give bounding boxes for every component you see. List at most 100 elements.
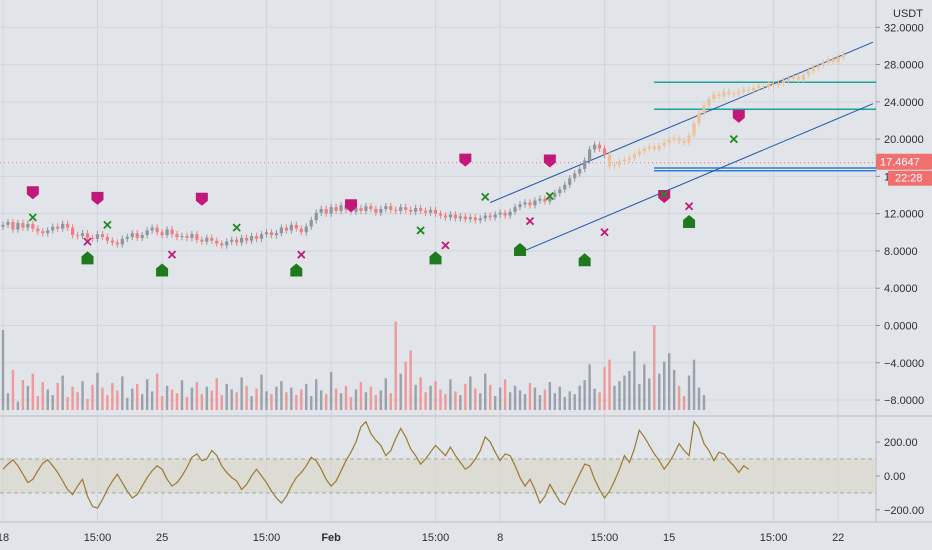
buy-flag-icon — [81, 251, 94, 265]
volume-bar — [255, 388, 258, 410]
volume-bar — [225, 383, 228, 410]
candle-body — [826, 58, 830, 63]
volume-bar — [11, 369, 15, 410]
candle-body — [215, 240, 219, 244]
trend-channel[interactable] — [490, 41, 874, 256]
candle-body — [264, 232, 269, 235]
volume-bar — [180, 380, 184, 410]
volume-bar — [51, 395, 54, 410]
sell-flag-icon — [195, 192, 208, 206]
candle-body — [334, 207, 338, 211]
volume-bar — [528, 382, 532, 410]
volume-histogram — [1, 321, 706, 410]
candle-body — [95, 234, 100, 239]
volume-bar — [558, 386, 561, 410]
volume-bar — [205, 386, 209, 410]
volume-bar — [220, 395, 223, 410]
volume-bar — [290, 387, 293, 410]
candle-body — [816, 65, 820, 68]
volume-bar — [523, 394, 527, 410]
volume-bar — [116, 390, 119, 410]
candle-body — [90, 237, 95, 239]
candle-body — [483, 215, 487, 219]
candle-body — [622, 159, 627, 162]
volume-bar — [593, 388, 596, 410]
candle-body — [786, 78, 791, 81]
volume-bar — [434, 381, 437, 410]
volume-bar — [623, 375, 626, 410]
volume-bar — [86, 398, 89, 410]
volume-bar — [185, 396, 189, 410]
candle-body — [637, 151, 641, 155]
candle-body — [707, 99, 711, 106]
candle-body — [31, 223, 35, 229]
candle-body — [299, 228, 303, 233]
buy-flag-icon — [429, 251, 442, 265]
sell-flag-icon — [543, 154, 556, 168]
candle-body — [583, 160, 587, 169]
candle-body — [558, 189, 562, 194]
currency-label: USDT — [893, 8, 923, 20]
candle-body — [414, 208, 418, 212]
candle-body — [210, 237, 214, 241]
time-tick-label: 15:00 — [84, 532, 112, 544]
signal-markers — [26, 109, 745, 277]
volume-bar — [474, 388, 477, 410]
candle-body — [423, 210, 428, 213]
sell-flag-icon — [91, 191, 104, 205]
candle-body — [662, 142, 666, 146]
candle-body — [419, 208, 423, 211]
candle-body — [384, 206, 388, 209]
price-axis[interactable]: USDT 32.000028.000024.000020.000016.0000… — [876, 8, 924, 407]
countdown-tag-bg — [888, 170, 932, 186]
candle-body — [274, 233, 279, 236]
candle-body — [702, 105, 706, 114]
volume-bar — [344, 385, 348, 410]
magenta-cross-icon — [83, 237, 92, 246]
candle-body — [473, 217, 477, 221]
horizontal-levels[interactable] — [654, 81, 876, 172]
candle-body — [811, 67, 815, 72]
magenta-cross-icon — [600, 228, 609, 237]
candle-body — [771, 84, 776, 86]
candle-body — [762, 86, 766, 87]
volume-bar — [697, 387, 701, 410]
volume-bar — [677, 385, 681, 410]
green-cross-icon — [416, 226, 425, 235]
candle-body — [284, 227, 288, 231]
volume-bar — [170, 389, 174, 410]
buy-flag-icon — [156, 263, 169, 277]
volume-bar — [518, 390, 522, 410]
candle-body — [6, 222, 10, 225]
candle-body — [339, 205, 343, 211]
candle-body — [428, 209, 433, 213]
volume-bar — [36, 396, 39, 410]
last-price-value: 17.4647 — [880, 157, 920, 169]
candle-body — [175, 234, 179, 237]
volume-bar — [643, 364, 646, 410]
volume-bar — [603, 367, 606, 410]
volume-bar — [96, 372, 99, 410]
candle-body — [379, 209, 383, 213]
volume-bar — [334, 388, 338, 410]
candle-body — [672, 138, 676, 141]
oscillator-axis[interactable]: 200.00 0.00 −200.00 — [876, 437, 924, 517]
time-axis[interactable]: 18 15:00 25 15:00 Feb 15:00 8 15:00 15 15:00 22 — [0, 532, 844, 544]
candle-body — [309, 220, 313, 227]
volume-bar — [513, 385, 517, 410]
volume-bar — [315, 379, 318, 410]
candle-body — [538, 198, 542, 201]
candle-body — [563, 184, 567, 190]
volume-bar — [359, 382, 363, 410]
time-tick-label: 15:00 — [253, 532, 281, 544]
volume-bar — [126, 397, 129, 410]
candle-body — [712, 94, 716, 100]
volume-bar — [424, 392, 427, 410]
volume-bar — [71, 386, 74, 410]
volume-bar — [578, 385, 581, 410]
volume-bar — [265, 391, 268, 410]
volume-bar — [379, 390, 383, 410]
candle-body — [125, 236, 129, 239]
candle-body — [359, 208, 363, 211]
